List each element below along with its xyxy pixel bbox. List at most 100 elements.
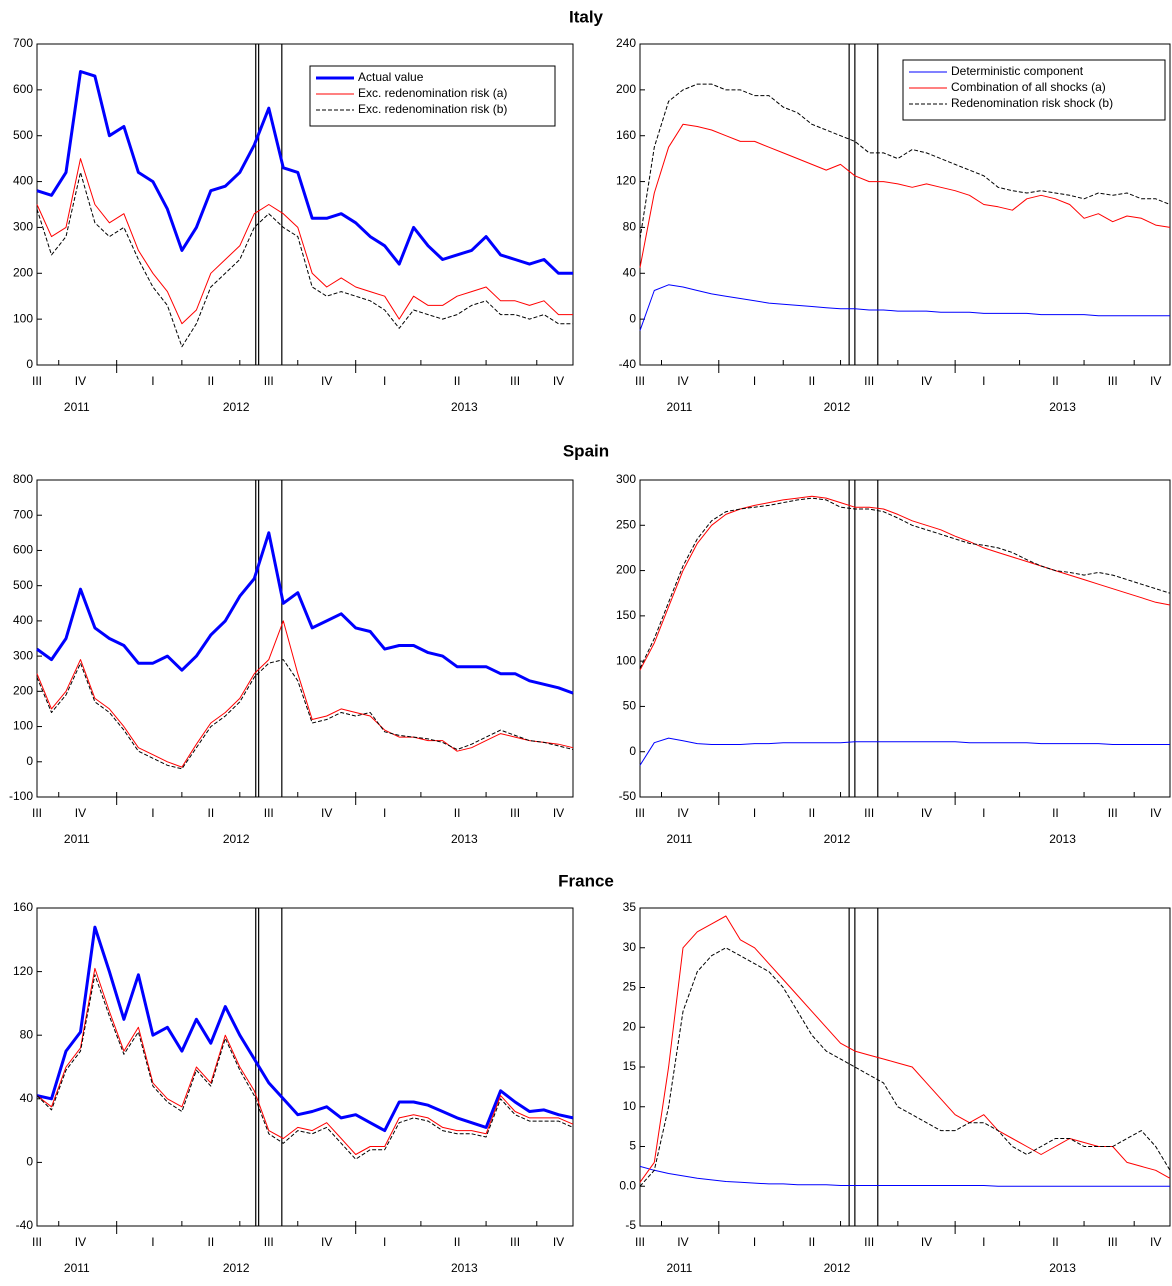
x-tick-label: III [510,806,520,820]
y-tick-label: 700 [13,36,33,50]
y-tick-label: 25 [623,980,637,994]
x-tick-label: I [151,806,154,820]
x-tick-label: III [1108,374,1118,388]
y-tick-label: 120 [616,174,636,188]
y-tick-label: 0 [26,357,33,371]
plot-frame [639,479,1171,798]
year-label: 2013 [451,400,478,414]
x-tick-label: I [151,1235,154,1249]
x-tick-label: III [32,806,42,820]
x-tick-label: IV [75,374,86,388]
series-line [36,974,574,1160]
plot-frame [639,907,1171,1227]
x-tick-label: II [454,1235,461,1249]
x-tick-label: IV [321,1235,332,1249]
legend-label: Exc. redenomination risk (b) [358,102,507,116]
legend-label: Actual value [358,70,424,84]
y-tick-label: 400 [13,174,33,188]
x-tick-label: II [809,374,816,388]
series-line [36,925,574,1133]
x-tick-label: II [809,1235,816,1249]
y-tick-label: 500 [13,578,33,592]
legend-label: Combination of all shocks (a) [951,80,1106,94]
y-tick-label: 240 [616,36,636,50]
year-label: 2013 [451,1261,478,1275]
year-label: 2013 [1049,1261,1076,1275]
plot-frame [639,43,1171,366]
x-tick-label: IV [1150,1235,1161,1249]
chart-title: Italy [569,7,604,26]
y-tick-label: -40 [619,357,637,371]
series-line [639,495,1171,671]
y-tick-label: 0 [26,1155,33,1169]
y-tick-label: 250 [616,517,636,531]
x-tick-label: I [753,374,756,388]
y-tick-label: -50 [619,789,637,803]
x-tick-label: IV [321,374,332,388]
x-tick-label: III [264,806,274,820]
y-tick-label: 160 [13,900,33,914]
legend-label: Exc. redenomination risk (a) [358,86,507,100]
year-label: 2011 [64,400,90,414]
y-tick-label: 500 [13,128,33,142]
series-line [36,158,573,325]
x-tick-label: IV [677,1235,688,1249]
series-line [36,620,574,768]
x-tick-label: IV [1150,374,1161,388]
legend-label: Redenomination risk shock (b) [951,96,1113,110]
x-tick-label: III [1108,1235,1118,1249]
chart-title: Spain [563,441,609,460]
series-line [36,171,573,348]
x-tick-label: I [982,806,985,820]
year-label: 2013 [1049,832,1076,846]
y-tick-label: 20 [623,1019,637,1033]
x-tick-label: II [454,806,461,820]
x-tick-label: II [208,806,215,820]
year-label: 2012 [223,1261,250,1275]
y-tick-label: 80 [623,220,637,234]
y-tick-label: 600 [13,82,33,96]
y-tick-label: 40 [623,265,637,279]
x-tick-label: IV [553,806,564,820]
x-tick-label: III [1108,806,1118,820]
year-label: 2011 [666,1261,692,1275]
y-tick-label: 30 [623,940,637,954]
y-tick-label: 150 [616,608,636,622]
series-line [639,123,1171,268]
y-tick-label: -100 [9,789,33,803]
y-tick-label: 300 [616,472,636,486]
x-tick-label: IV [677,806,688,820]
series-line [639,947,1171,1187]
x-tick-label: I [151,374,154,388]
y-tick-label: 120 [13,964,33,978]
year-label: 2012 [223,400,250,414]
x-tick-label: III [635,374,645,388]
y-tick-label: 300 [13,648,33,662]
y-tick-label: 200 [616,563,636,577]
y-tick-label: 15 [623,1059,637,1073]
x-tick-label: IV [921,374,932,388]
series-line [36,659,574,770]
year-label: 2012 [824,1261,851,1275]
y-tick-label: 10 [623,1099,637,1113]
year-label: 2011 [64,1261,90,1275]
x-tick-label: IV [921,1235,932,1249]
series-line [36,70,573,275]
legend-box [309,65,556,127]
y-tick-label: 160 [616,128,636,142]
x-tick-label: IV [1150,806,1161,820]
x-tick-label: II [1052,374,1059,388]
x-tick-label: III [264,1235,274,1249]
chart-title: France [558,871,614,890]
legend-box [902,59,1166,121]
x-tick-label: II [1052,806,1059,820]
x-tick-label: III [864,374,874,388]
year-label: 2012 [223,832,250,846]
series-line [639,1165,1170,1187]
y-tick-label: 50 [623,699,637,713]
series-line [36,967,574,1155]
y-tick-label: 0 [629,311,636,325]
y-tick-label: 400 [13,613,33,627]
x-tick-label: I [383,1235,386,1249]
